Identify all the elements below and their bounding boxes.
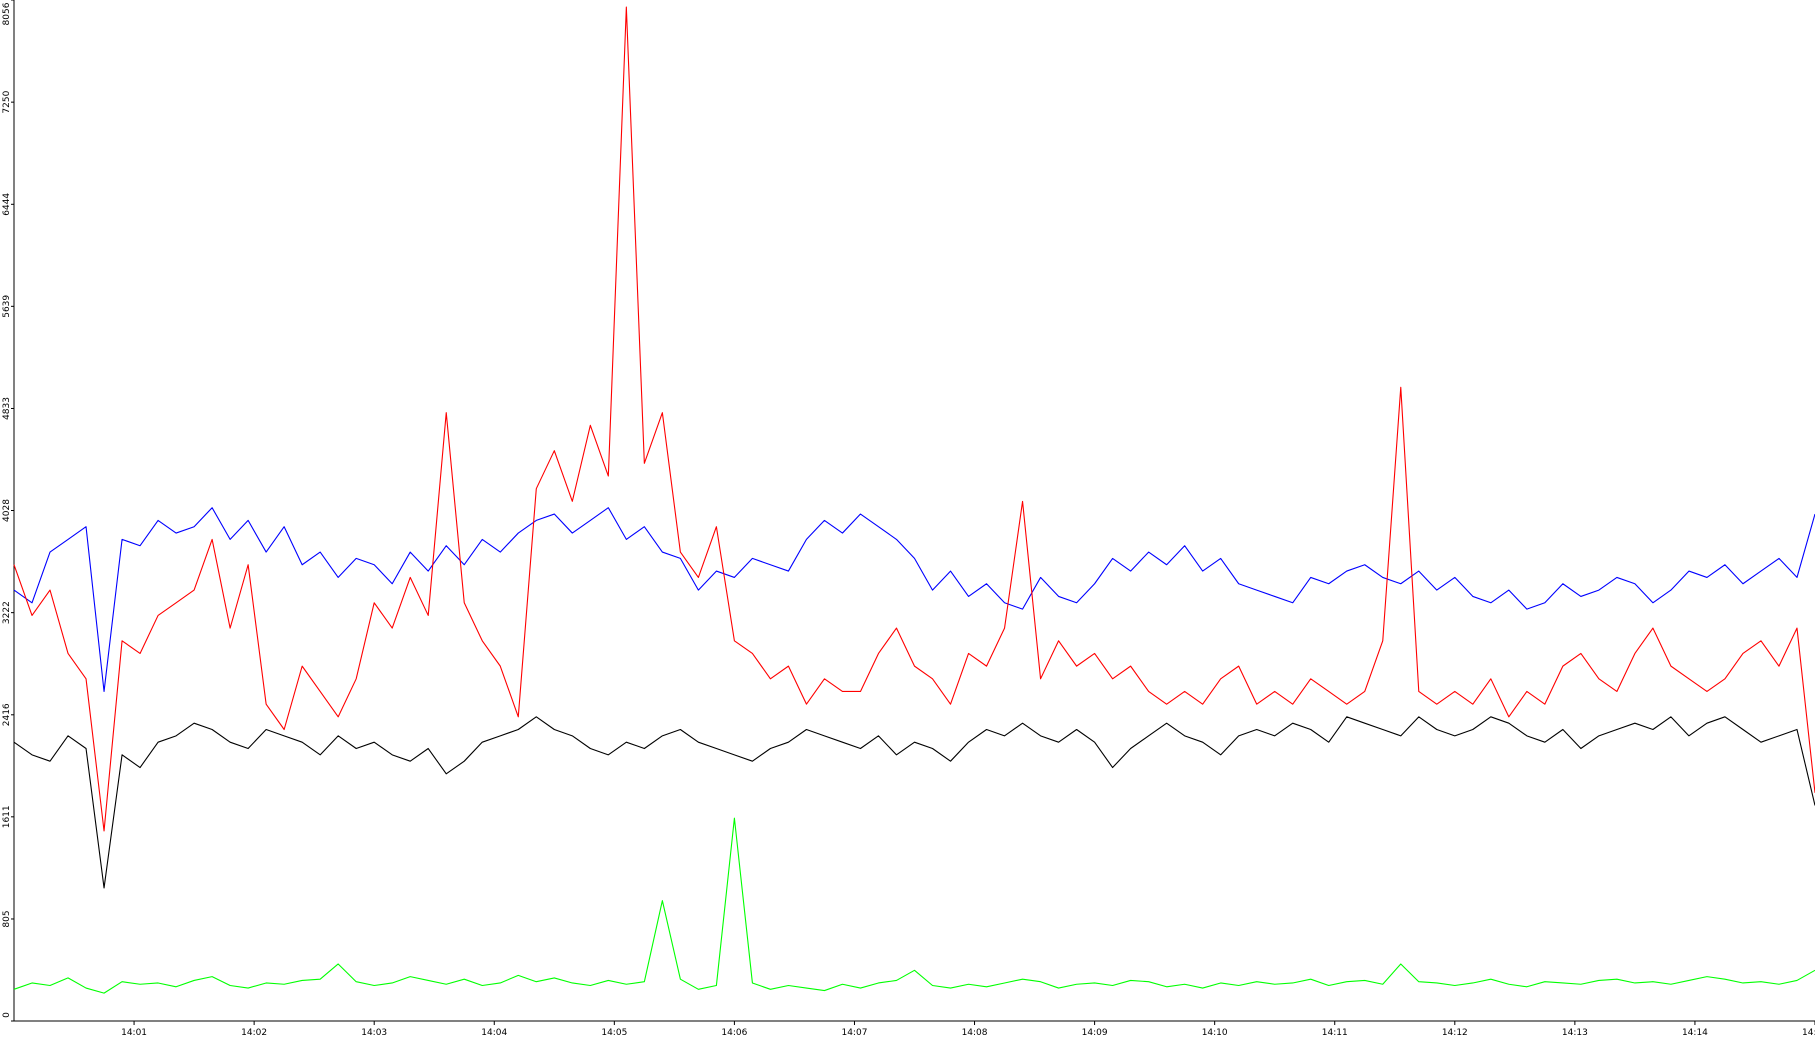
data-line — [13, 6, 1815, 832]
x-tick-label: 14:14 — [1682, 1028, 1708, 1038]
x-tick-label: 14:01 — [121, 1028, 147, 1038]
y-tick-label: 3222 — [2, 601, 12, 624]
data-line — [13, 507, 1815, 693]
x-tick-label: 14:13 — [1562, 1028, 1588, 1038]
x-tick-label: 14:03 — [361, 1028, 387, 1038]
x-tick-label: 14:06 — [721, 1028, 747, 1038]
y-tick-label: 2416 — [2, 703, 12, 726]
x-tick-label: 14:04 — [481, 1028, 507, 1038]
y-tick-label: 4833 — [2, 397, 12, 420]
y-tick-label: 7250 — [2, 90, 12, 113]
x-tick-label: 14:10 — [1202, 1028, 1228, 1038]
y-tick-label: 4028 — [2, 499, 12, 522]
x-tick-label: 14:05 — [601, 1028, 627, 1038]
y-tick-label: 805 — [2, 910, 12, 927]
x-tick-label: 14:15 — [1802, 1028, 1815, 1038]
y-tick-label: 0 — [2, 1012, 12, 1018]
y-tick-label: 6444 — [2, 193, 12, 216]
x-tick-label: 14:11 — [1322, 1028, 1348, 1038]
data-line — [13, 716, 1815, 889]
data-line — [13, 817, 1815, 994]
y-tick-label: 8056 — [2, 2, 12, 25]
x-tick-label: 14:02 — [241, 1028, 267, 1038]
x-tick-label: 14:09 — [1082, 1028, 1108, 1038]
y-tick-label: 1611 — [2, 805, 12, 828]
x-tick-label: 14:08 — [962, 1028, 988, 1038]
x-tick-label: 14:12 — [1442, 1028, 1468, 1038]
y-tick-label: 5639 — [2, 295, 12, 318]
x-tick-label: 14:07 — [841, 1028, 867, 1038]
